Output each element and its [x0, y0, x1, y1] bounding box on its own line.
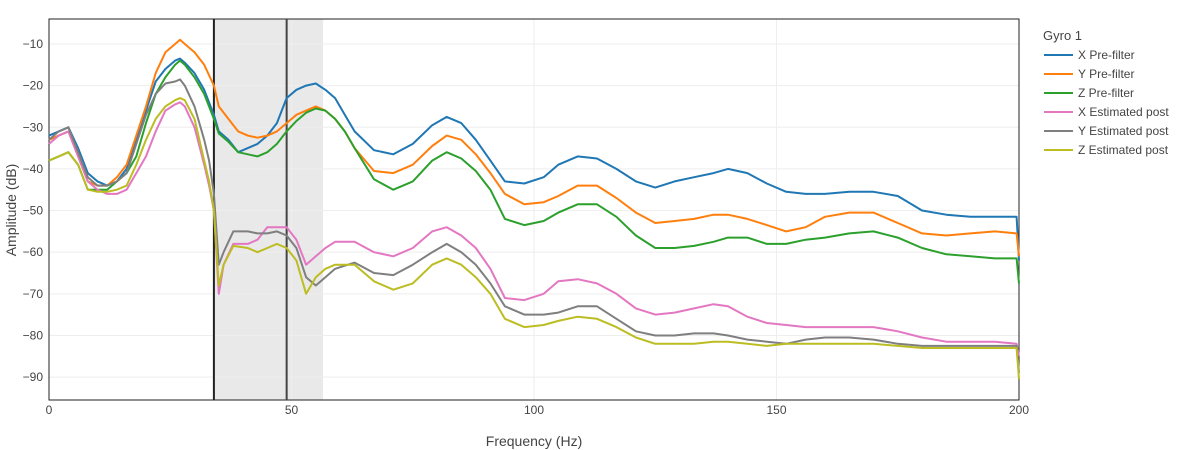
- legend-title: Gyro 1: [1043, 28, 1082, 43]
- y-tick-label: −70: [23, 287, 44, 301]
- plot-frame: [48, 18, 1020, 401]
- legend-item-label: Z Pre-filter: [1078, 86, 1134, 100]
- series-lines: [48, 38, 1020, 380]
- legend-item-label: Y Estimated post: [1078, 124, 1169, 138]
- y-tick-label: −40: [23, 162, 44, 176]
- series-line-3: [48, 59, 1020, 284]
- y-axis-title: Amplitude (dB): [3, 164, 19, 257]
- x-tick-label: 0: [46, 403, 53, 417]
- x-tick-label: 200: [1009, 403, 1029, 417]
- x-axis-title: Frequency (Hz): [486, 433, 582, 449]
- gridlines: [49, 19, 1019, 400]
- legend-item-label: Z Estimated post: [1078, 143, 1169, 157]
- series-line-2: [48, 38, 1020, 257]
- series-line-5: [48, 78, 1020, 373]
- y-tick-label: −80: [23, 328, 44, 342]
- series-line-1: [48, 57, 1020, 261]
- series-line-4: [48, 101, 1020, 357]
- legend: Gyro 1 X Pre-filter Y Pre-filter Z Pre-fil…: [1043, 28, 1169, 157]
- shaded-band: [213, 19, 324, 400]
- legend-item-label: X Estimated post: [1078, 105, 1169, 119]
- y-tick-label: −50: [23, 204, 44, 218]
- y-tick-label: −20: [23, 79, 44, 93]
- x-tick-label: 50: [285, 403, 299, 417]
- x-tick-labels: 0 50 100 150 200: [46, 403, 1030, 417]
- y-tick-label: −60: [23, 245, 44, 259]
- legend-item-label: X Pre-filter: [1078, 48, 1135, 62]
- series-line-6: [48, 97, 1020, 380]
- shaded-band-layer: [213, 19, 324, 400]
- y-tick-label: −30: [23, 120, 44, 134]
- x-tick-label: 150: [766, 403, 786, 417]
- legend-item-label: Y Pre-filter: [1078, 67, 1134, 81]
- y-tick-label: −90: [23, 370, 44, 384]
- y-tick-labels: −90 −80 −70 −60 −50 −40 −30 −20 −10: [23, 37, 44, 384]
- y-tick-label: −10: [23, 37, 44, 51]
- x-tick-label: 100: [524, 403, 544, 417]
